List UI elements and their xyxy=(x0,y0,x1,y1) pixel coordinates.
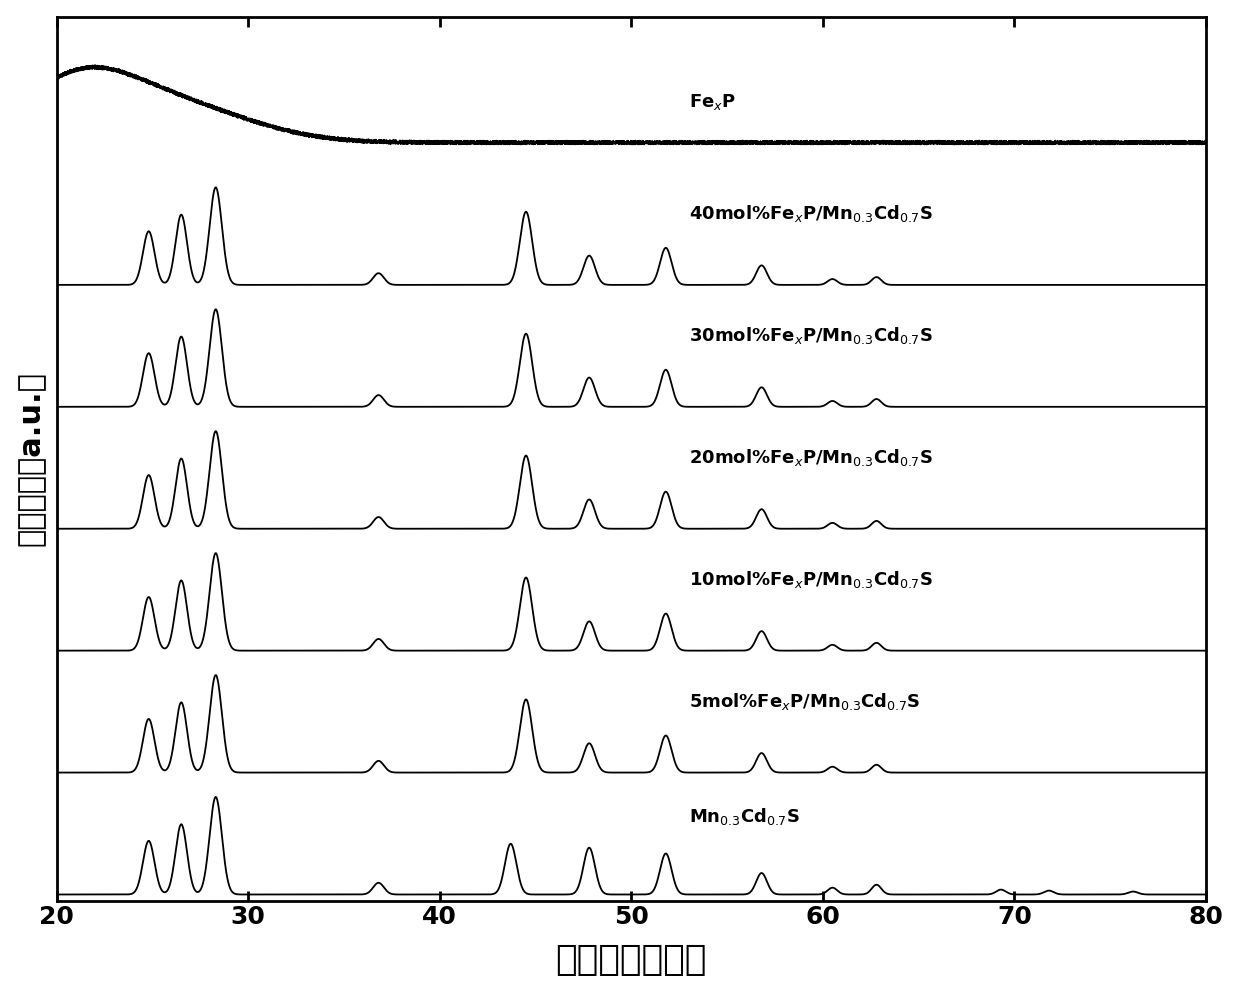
Text: 40mol%Fe$_x$P/Mn$_{0.3}$Cd$_{0.7}$S: 40mol%Fe$_x$P/Mn$_{0.3}$Cd$_{0.7}$S xyxy=(688,203,932,224)
Text: Fe$_x$P: Fe$_x$P xyxy=(688,91,735,111)
Y-axis label: 相对强度（a.u.）: 相对强度（a.u.） xyxy=(16,371,46,546)
Text: 20mol%Fe$_x$P/Mn$_{0.3}$Cd$_{0.7}$S: 20mol%Fe$_x$P/Mn$_{0.3}$Cd$_{0.7}$S xyxy=(688,446,932,468)
X-axis label: 衍射角（角度）: 衍射角（角度） xyxy=(556,943,707,977)
Text: 10mol%Fe$_x$P/Mn$_{0.3}$Cd$_{0.7}$S: 10mol%Fe$_x$P/Mn$_{0.3}$Cd$_{0.7}$S xyxy=(688,569,932,589)
Text: Mn$_{0.3}$Cd$_{0.7}$S: Mn$_{0.3}$Cd$_{0.7}$S xyxy=(688,806,800,827)
Text: 30mol%Fe$_x$P/Mn$_{0.3}$Cd$_{0.7}$S: 30mol%Fe$_x$P/Mn$_{0.3}$Cd$_{0.7}$S xyxy=(688,325,932,346)
Text: 5mol%Fe$_x$P/Mn$_{0.3}$Cd$_{0.7}$S: 5mol%Fe$_x$P/Mn$_{0.3}$Cd$_{0.7}$S xyxy=(688,691,920,712)
